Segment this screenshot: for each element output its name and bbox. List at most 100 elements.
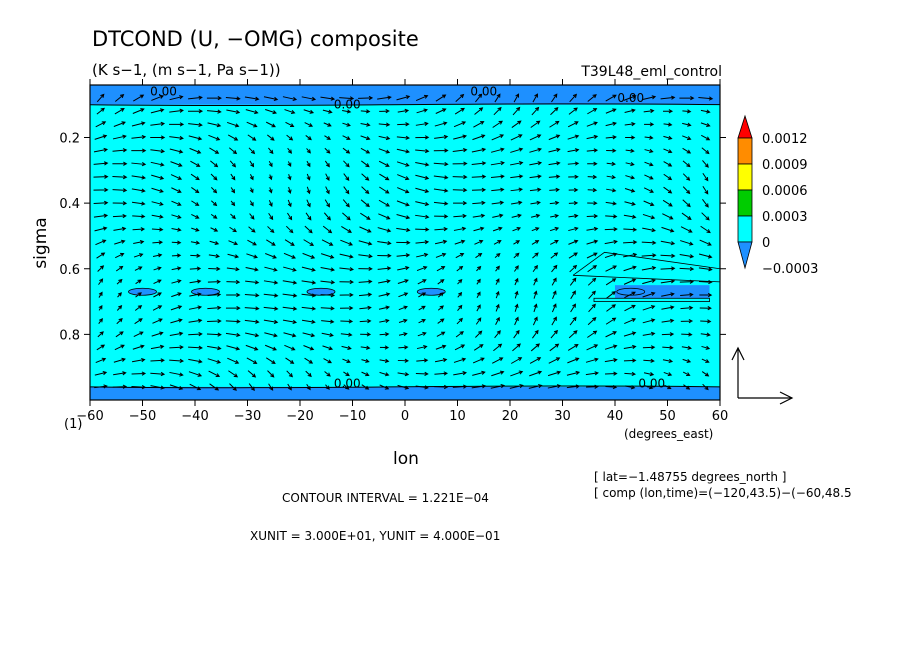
vector-arrow: [97, 331, 104, 338]
vector-arrow: [641, 253, 657, 258]
vector-arrow: [551, 277, 557, 286]
vector-arrow: [98, 318, 103, 324]
vector-arrow: [190, 253, 201, 258]
vector-arrow: [644, 385, 654, 390]
vector-arrow: [325, 186, 330, 195]
vector-arrow: [358, 279, 373, 284]
vector-arrow: [225, 332, 241, 338]
vector-arrow: [323, 358, 332, 364]
vector-arrow: [189, 147, 202, 154]
vector-arrow: [398, 305, 408, 311]
vector-arrow: [305, 370, 312, 378]
vector-arrow: [287, 199, 292, 208]
vector-arrow: [282, 306, 298, 311]
vector-arrow: [641, 240, 657, 245]
vector-arrow: [134, 318, 143, 325]
vector-arrow: [472, 357, 485, 364]
vector-arrow: [150, 121, 166, 126]
vector-arrow: [96, 93, 105, 103]
vector-arrow: [663, 186, 673, 194]
vector-arrow: [398, 332, 408, 337]
vector-arrow: [625, 161, 635, 167]
vector-arrow: [320, 253, 335, 259]
vector-arrow: [509, 383, 524, 389]
vector-arrow: [532, 329, 539, 339]
vector-arrow: [360, 199, 370, 208]
vector-arrow: [225, 306, 241, 311]
vector-arrow: [93, 200, 109, 206]
vector-arrow: [476, 291, 481, 298]
vector-arrow: [624, 385, 636, 390]
vector-arrow: [398, 292, 409, 298]
vector-arrow: [680, 292, 694, 297]
vector-arrow: [642, 345, 656, 350]
vector-arrow: [230, 173, 236, 181]
vector-arrow: [95, 357, 107, 364]
units-note: XUNIT = 3.000E+01, YUNIT = 4.000E−01: [250, 529, 500, 543]
vector-arrow: [396, 227, 411, 233]
vector-arrow: [342, 147, 351, 154]
vector-arrow: [268, 383, 274, 391]
vector-arrow: [320, 266, 335, 272]
vector-arrow: [682, 109, 692, 114]
vector-arrow: [188, 95, 203, 100]
vector-arrow: [495, 278, 500, 285]
vector-arrow: [415, 162, 430, 167]
vector-arrow: [587, 330, 598, 338]
vector-arrow: [396, 161, 410, 167]
vector-arrow: [132, 214, 146, 219]
vector-arrow: [151, 227, 164, 232]
vector-arrow: [132, 227, 146, 232]
vector-arrow: [435, 344, 447, 350]
vector-arrow: [680, 240, 694, 246]
vector-arrow: [494, 252, 501, 258]
vector-arrow: [605, 94, 617, 102]
vector-arrow: [229, 160, 237, 168]
vector-arrow: [660, 95, 676, 100]
vector-arrow: [169, 135, 184, 141]
vector-arrow: [190, 160, 201, 167]
vector-arrow: [246, 357, 258, 364]
vector-arrow: [549, 226, 560, 232]
vector-arrow: [210, 227, 219, 232]
vector-arrow: [475, 317, 482, 325]
vector-arrow: [306, 199, 311, 208]
vector-arrow: [151, 214, 164, 219]
vector-arrow: [225, 96, 241, 101]
vector-arrow: [245, 332, 260, 338]
vector-arrow: [321, 319, 335, 324]
lower-negative-band: [90, 386, 720, 400]
vector-arrow: [188, 332, 203, 337]
vector-arrow: [263, 306, 279, 311]
vector-arrow: [567, 343, 579, 351]
vector-arrow: [568, 213, 579, 219]
vector-arrow: [190, 240, 201, 245]
x-tick-label: 60: [712, 409, 729, 424]
vector-arrow: [301, 306, 317, 311]
vector-arrow: [701, 134, 711, 141]
vector-arrow: [114, 344, 125, 351]
vector-arrow: [587, 201, 598, 206]
vector-arrow: [305, 212, 312, 221]
vector-arrow: [244, 96, 260, 101]
vector-arrow: [398, 345, 409, 350]
vector-arrow: [342, 212, 351, 221]
vector-arrow: [360, 212, 371, 220]
vector-arrow: [188, 358, 203, 364]
vector-arrow: [474, 239, 484, 245]
vector-arrow: [568, 174, 579, 179]
vector-arrow: [587, 187, 598, 193]
vector-arrow: [551, 303, 557, 313]
vector-arrow: [225, 319, 241, 324]
vector-arrow: [475, 330, 483, 338]
vector-arrow: [585, 357, 599, 363]
vector-arrow: [679, 254, 695, 259]
vector-arrow: [549, 120, 560, 128]
vector-arrow: [514, 303, 519, 312]
vector-arrow: [625, 148, 635, 153]
vector-arrow: [660, 266, 676, 271]
vector-arrow: [453, 201, 468, 206]
vector-arrow: [210, 173, 218, 181]
vector-arrow: [320, 293, 336, 298]
vector-arrow: [378, 213, 391, 220]
